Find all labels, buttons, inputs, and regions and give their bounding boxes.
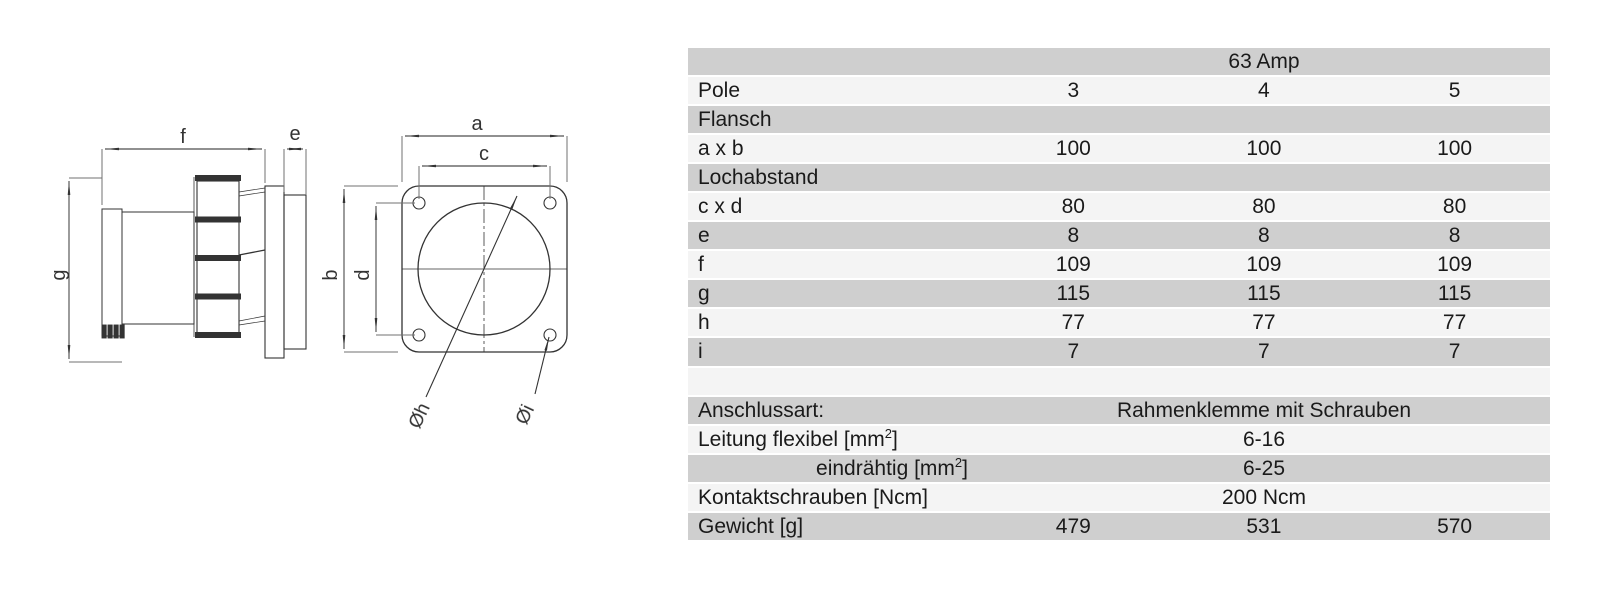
svg-text:d: d: [352, 269, 374, 280]
svg-text:c: c: [479, 143, 489, 165]
svg-text:g: g: [48, 269, 70, 280]
svg-text:b: b: [320, 269, 342, 280]
svg-text:f: f: [180, 126, 186, 148]
svg-text:a: a: [471, 113, 483, 135]
svg-text:e: e: [289, 123, 300, 145]
